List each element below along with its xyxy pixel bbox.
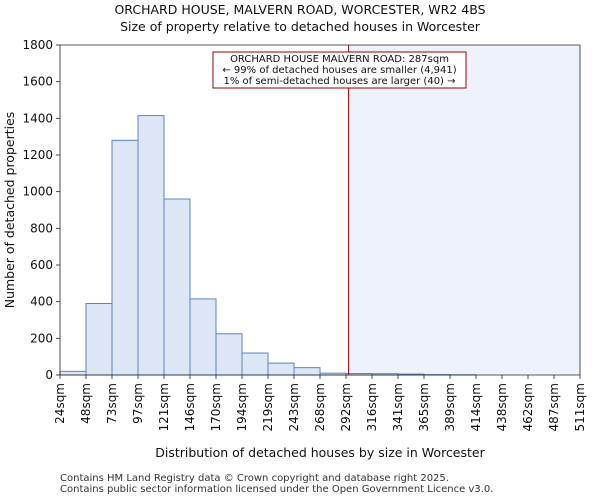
y-tick-label: 1000 bbox=[22, 185, 53, 199]
chart-title-subtitle: Size of property relative to detached ho… bbox=[120, 19, 480, 34]
y-tick-label: 400 bbox=[30, 295, 53, 309]
x-tick-label: 243sqm bbox=[287, 383, 301, 431]
histogram-chart: 0 200 400 600 800 1000 1200 1400 1600 1800 24sqm 4… bbox=[2, 38, 587, 460]
bar-121sqm bbox=[163, 198, 191, 376]
x-tick-label: 170sqm bbox=[209, 383, 223, 431]
bar-24sqm bbox=[59, 370, 87, 376]
x-tick-label: 97sqm bbox=[131, 383, 145, 424]
x-tick-label: 389sqm bbox=[443, 383, 457, 431]
bar-73sqm bbox=[111, 139, 139, 376]
y-tick-label: 1200 bbox=[22, 148, 53, 162]
y-tick-label: 1800 bbox=[22, 38, 53, 52]
x-tick-label: 365sqm bbox=[417, 383, 431, 431]
annotation-line-3: 1% of semi-detached houses are larger (4… bbox=[223, 76, 455, 87]
y-tick-label: 1600 bbox=[22, 75, 53, 89]
annotation-line-1: ORCHARD HOUSE MALVERN ROAD: 287sqm bbox=[230, 54, 449, 65]
annotation-box: ORCHARD HOUSE MALVERN ROAD: 287sqm ← 99%… bbox=[212, 51, 467, 89]
larger-region-highlight bbox=[348, 45, 580, 375]
x-tick-label: 462sqm bbox=[521, 383, 535, 431]
y-tick-label: 0 bbox=[45, 368, 53, 382]
x-tick-label: 219sqm bbox=[261, 383, 275, 431]
x-tick-label: 268sqm bbox=[313, 383, 327, 431]
x-tick-label: 292sqm bbox=[339, 383, 353, 431]
y-axis-label: Number of detached properties bbox=[2, 112, 17, 309]
bar-48sqm bbox=[85, 303, 113, 376]
bar-194sqm bbox=[241, 352, 269, 376]
x-axis-ticks: 24sqm 48sqm 73sqm 97sqm 121sqm 146sqm 170sqm 19… bbox=[53, 375, 587, 431]
bar-170sqm bbox=[215, 333, 243, 376]
x-tick-label: 146sqm bbox=[183, 383, 197, 431]
x-axis-label: Distribution of detached houses by size … bbox=[155, 445, 485, 460]
footer-copyright: Contains HM Land Registry data © Crown c… bbox=[60, 473, 449, 484]
y-tick-label: 600 bbox=[30, 258, 53, 272]
footer-licence: Contains public sector information licen… bbox=[60, 484, 494, 495]
bars-group bbox=[59, 115, 477, 376]
bar-243sqm bbox=[293, 367, 321, 376]
x-tick-label: 73sqm bbox=[105, 383, 119, 424]
x-tick-label: 316sqm bbox=[365, 383, 379, 431]
x-tick-label: 487sqm bbox=[547, 383, 561, 431]
y-tick-label: 200 bbox=[30, 331, 53, 345]
bar-219sqm bbox=[267, 362, 295, 376]
x-tick-label: 121sqm bbox=[157, 383, 171, 431]
annotation-line-2: ← 99% of detached houses are smaller (4,… bbox=[222, 65, 456, 76]
chart-title-address: ORCHARD HOUSE, MALVERN ROAD, WORCESTER, … bbox=[114, 2, 486, 17]
x-tick-label: 511sqm bbox=[573, 383, 587, 431]
x-tick-label: 48sqm bbox=[79, 383, 93, 424]
x-tick-label: 194sqm bbox=[235, 383, 249, 431]
x-tick-label: 438sqm bbox=[495, 383, 509, 431]
y-axis-ticks: 0 200 400 600 800 1000 1200 1400 1600 1800 bbox=[22, 38, 60, 382]
bar-146sqm bbox=[189, 298, 217, 376]
bar-97sqm bbox=[137, 115, 165, 376]
x-tick-label: 414sqm bbox=[469, 383, 483, 431]
y-tick-label: 1400 bbox=[22, 111, 53, 125]
annotation-border bbox=[212, 51, 467, 89]
x-tick-label: 24sqm bbox=[53, 383, 67, 424]
y-tick-label: 800 bbox=[30, 221, 53, 235]
x-tick-label: 341sqm bbox=[391, 383, 405, 431]
